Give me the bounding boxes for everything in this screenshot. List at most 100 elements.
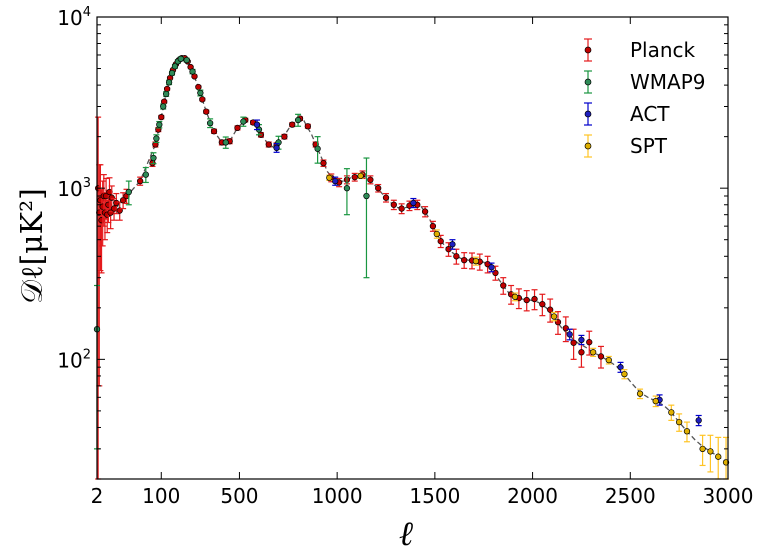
legend-marker bbox=[584, 142, 592, 150]
marker bbox=[586, 339, 593, 346]
marker bbox=[566, 331, 573, 338]
data-point bbox=[566, 328, 573, 341]
marker bbox=[675, 418, 683, 426]
data-point bbox=[125, 180, 132, 206]
marker bbox=[363, 192, 370, 200]
marker bbox=[699, 445, 706, 453]
data-point bbox=[547, 298, 554, 323]
x-tick-label: 2 bbox=[91, 484, 104, 508]
data-point bbox=[234, 124, 241, 132]
marker bbox=[153, 135, 160, 142]
data-point bbox=[195, 83, 202, 91]
data-point bbox=[531, 289, 538, 311]
data-point bbox=[683, 421, 691, 443]
data-point bbox=[156, 120, 163, 129]
data-point bbox=[523, 290, 530, 312]
data-point bbox=[429, 220, 437, 232]
marker bbox=[289, 121, 296, 128]
data-point bbox=[539, 293, 546, 317]
marker bbox=[357, 172, 364, 180]
legend-marker bbox=[584, 78, 592, 86]
marker bbox=[382, 194, 390, 201]
data-point bbox=[304, 123, 311, 130]
marker bbox=[531, 295, 538, 303]
data-point bbox=[500, 277, 507, 295]
marker bbox=[488, 264, 495, 271]
data-point bbox=[449, 239, 456, 250]
data-point bbox=[468, 252, 476, 270]
data-point bbox=[652, 395, 659, 408]
data-point bbox=[357, 172, 364, 180]
data-point bbox=[433, 229, 440, 239]
data-point bbox=[715, 436, 722, 480]
data-point bbox=[136, 176, 144, 186]
data-point bbox=[206, 118, 214, 129]
marker bbox=[119, 197, 127, 204]
marker bbox=[367, 176, 374, 183]
marker bbox=[156, 121, 163, 128]
data-point bbox=[605, 355, 612, 365]
marker bbox=[183, 56, 190, 64]
data-point bbox=[166, 74, 174, 82]
legend-item-act: ACT bbox=[584, 102, 670, 126]
data-point bbox=[390, 199, 397, 211]
marker bbox=[554, 318, 562, 326]
plot-frame bbox=[96, 16, 729, 480]
marker bbox=[449, 241, 456, 248]
data-point bbox=[189, 68, 196, 75]
marker bbox=[332, 177, 339, 185]
marker bbox=[281, 133, 288, 140]
data-point bbox=[253, 119, 261, 131]
data-point bbox=[699, 434, 706, 467]
marker bbox=[621, 370, 628, 378]
y-tick-label: 104 bbox=[57, 5, 91, 30]
legend-label: Planck bbox=[630, 38, 696, 62]
marker bbox=[189, 68, 196, 75]
data-point bbox=[165, 79, 173, 86]
legend-label: ACT bbox=[630, 102, 670, 126]
data-point bbox=[203, 108, 210, 115]
marker bbox=[273, 144, 280, 152]
marker bbox=[636, 390, 644, 397]
marker bbox=[695, 417, 702, 424]
legend-item-wmap9: WMAP9 bbox=[584, 70, 706, 94]
data-point bbox=[265, 141, 272, 148]
data-point bbox=[150, 152, 157, 165]
data-point bbox=[421, 206, 429, 218]
marker bbox=[314, 145, 321, 152]
x-tick-label: 2000 bbox=[507, 484, 558, 508]
marker bbox=[142, 171, 149, 178]
marker bbox=[433, 230, 440, 238]
marker bbox=[320, 160, 327, 167]
data-point bbox=[367, 175, 374, 185]
legend-label: SPT bbox=[630, 134, 668, 158]
data-point bbox=[488, 262, 495, 273]
y-tick-label: 102 bbox=[57, 347, 91, 372]
data-point bbox=[382, 192, 390, 203]
legend: Planck WMAP9 ACT SPT bbox=[584, 38, 706, 158]
marker bbox=[437, 238, 444, 245]
y-tick-label: 103 bbox=[57, 176, 91, 201]
marker bbox=[136, 177, 144, 185]
marker bbox=[597, 353, 605, 360]
data-point bbox=[597, 345, 605, 369]
data-point bbox=[621, 369, 628, 380]
marker bbox=[160, 103, 167, 110]
data-point bbox=[570, 328, 577, 360]
marker bbox=[375, 185, 382, 192]
legend-marker bbox=[584, 46, 592, 54]
marker bbox=[163, 90, 170, 98]
data-point bbox=[191, 73, 198, 80]
marker bbox=[343, 185, 351, 192]
data-point bbox=[289, 121, 296, 128]
marker bbox=[410, 199, 417, 207]
marker bbox=[304, 123, 311, 130]
data-point bbox=[343, 168, 351, 216]
marker bbox=[523, 296, 530, 304]
data-point bbox=[675, 413, 683, 432]
data-point bbox=[590, 347, 597, 358]
x-tick-label: 1000 bbox=[312, 484, 363, 508]
data-point bbox=[171, 63, 179, 70]
marker bbox=[197, 89, 204, 97]
marker bbox=[165, 79, 173, 86]
